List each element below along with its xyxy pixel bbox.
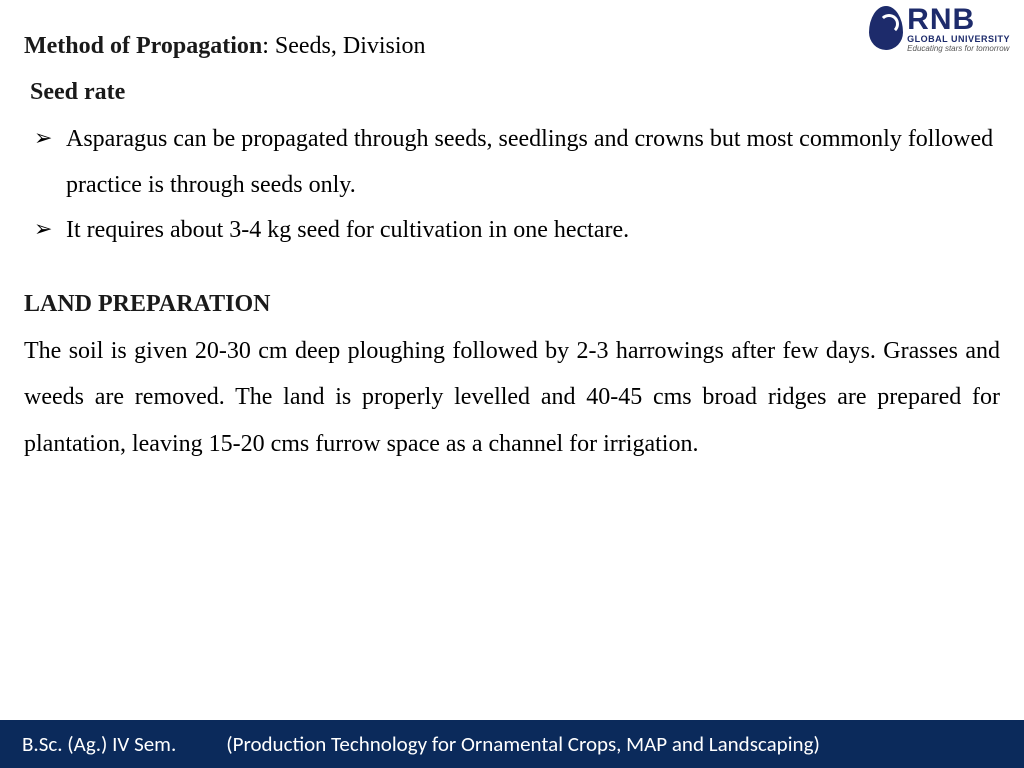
chevron-right-icon: ➢	[34, 208, 56, 250]
list-item: ➢ Asparagus can be propagated through se…	[34, 117, 1000, 208]
propagation-value: : Seeds, Division	[262, 33, 425, 59]
bullet-text: It requires about 3-4 kg seed for cultiv…	[66, 208, 1000, 254]
seed-rate-heading: Seed rate	[30, 70, 1000, 116]
propagation-label: Method of Propagation	[24, 33, 262, 59]
bullet-text: Asparagus can be propagated through seed…	[66, 117, 1000, 208]
footer-sem: B.Sc. (Ag.) IV Sem.	[22, 731, 176, 757]
bullet-list: ➢ Asparagus can be propagated through se…	[34, 117, 1000, 254]
footer-bar: B.Sc. (Ag.) IV Sem. (Production Technolo…	[0, 720, 1024, 768]
land-prep-heading: LAND PREPARATION	[24, 282, 1000, 328]
chevron-right-icon: ➢	[34, 117, 56, 159]
footer-course: (Production Technology for Ornamental Cr…	[226, 731, 820, 757]
list-item: ➢ It requires about 3-4 kg seed for cult…	[34, 208, 1000, 254]
slide: RNB GLOBAL UNIVERSITY Educating stars fo…	[0, 0, 1024, 768]
propagation-line: Method of Propagation: Seeds, Division	[24, 24, 1000, 70]
land-prep-body: The soil is given 20-30 cm deep ploughin…	[24, 328, 1000, 468]
content-area: Method of Propagation: Seeds, Division S…	[24, 24, 1000, 468]
